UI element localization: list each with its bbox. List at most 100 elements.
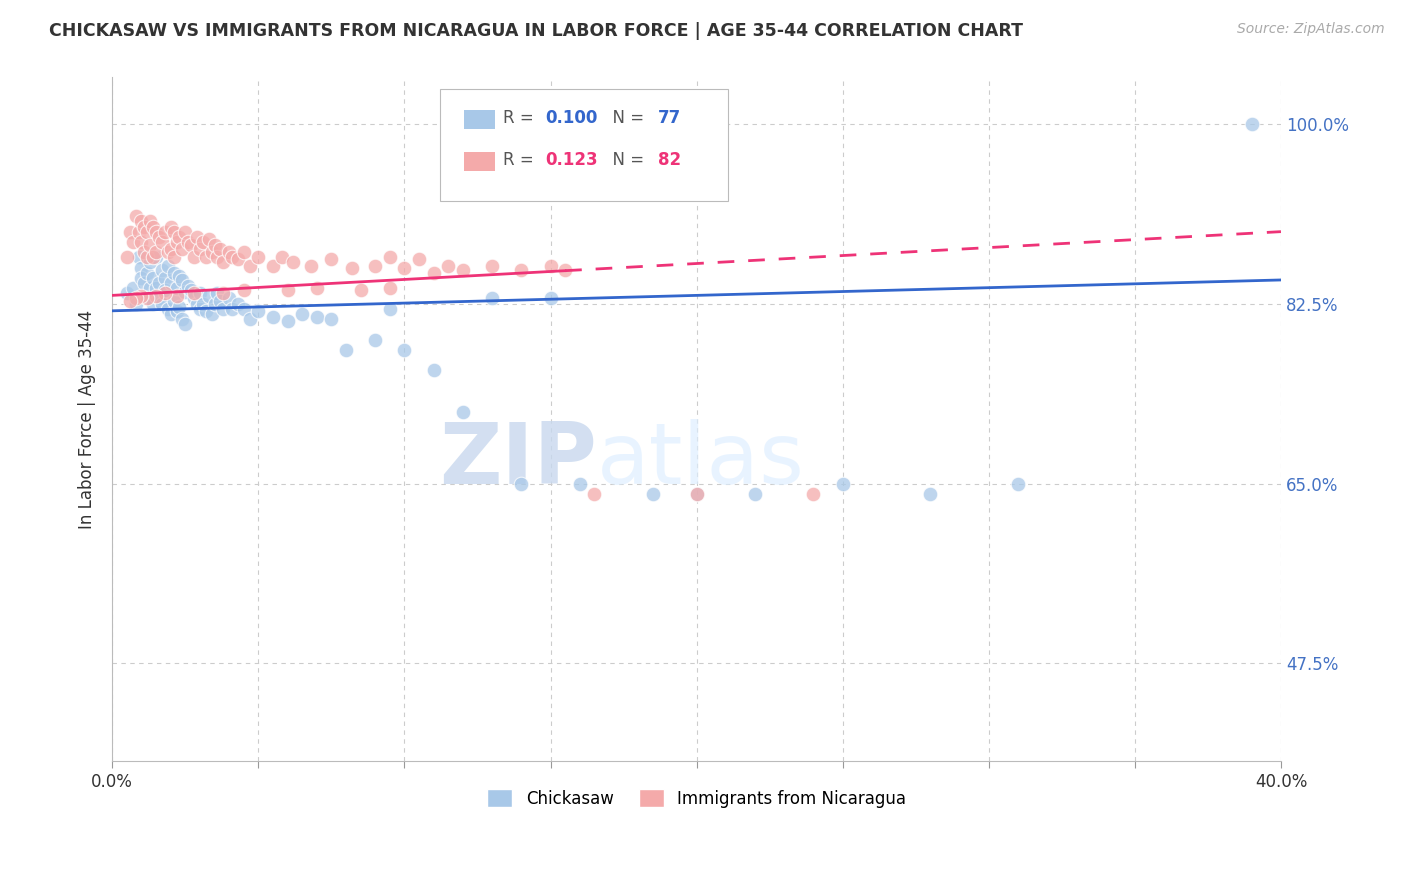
Point: [124, 296, 146, 310]
Point: [124, 292, 146, 306]
Point: [162, 251, 184, 265]
Point: [283, 255, 305, 269]
Point: [150, 296, 173, 310]
Point: [510, 476, 533, 491]
Point: [378, 251, 401, 265]
Point: [172, 312, 194, 326]
Text: R =: R =: [503, 109, 540, 127]
Point: [166, 303, 188, 318]
Point: [408, 252, 430, 267]
Point: [221, 251, 243, 265]
Point: [136, 251, 159, 265]
Point: [115, 286, 138, 301]
Point: [803, 487, 825, 501]
Point: [188, 301, 211, 316]
Point: [169, 229, 191, 244]
Point: [115, 251, 138, 265]
Point: [277, 314, 299, 328]
Point: [685, 487, 707, 501]
Point: [232, 245, 254, 260]
Point: [188, 242, 211, 256]
Point: [200, 307, 222, 321]
Point: [212, 255, 235, 269]
Point: [247, 251, 270, 265]
Point: [118, 293, 141, 308]
Point: [139, 238, 162, 252]
Point: [831, 476, 853, 491]
Point: [194, 303, 217, 318]
Text: 0.100: 0.100: [546, 109, 598, 127]
Point: [162, 225, 184, 239]
Point: [218, 292, 240, 306]
Point: [142, 271, 165, 285]
Point: [183, 251, 205, 265]
Point: [364, 259, 387, 273]
Point: [159, 307, 181, 321]
Point: [166, 289, 188, 303]
Point: [162, 293, 184, 308]
Point: [166, 281, 188, 295]
Text: ZIP: ZIP: [440, 418, 598, 502]
Point: [131, 260, 153, 275]
Point: [305, 281, 328, 295]
Point: [142, 251, 165, 265]
Point: [136, 266, 159, 280]
Point: [451, 262, 474, 277]
Point: [221, 301, 243, 316]
Point: [226, 252, 249, 267]
Point: [321, 252, 343, 267]
Point: [128, 225, 150, 239]
Point: [218, 245, 240, 260]
Point: [305, 310, 328, 324]
Point: [148, 276, 170, 290]
Point: [212, 286, 235, 301]
Point: [153, 286, 176, 301]
Y-axis label: In Labor Force | Age 35-44: In Labor Force | Age 35-44: [79, 310, 96, 529]
Point: [291, 307, 314, 321]
Point: [247, 303, 270, 318]
Point: [145, 289, 167, 303]
Point: [166, 235, 188, 249]
Point: [212, 301, 235, 316]
Point: [920, 487, 942, 501]
Point: [186, 296, 208, 310]
Point: [142, 296, 165, 310]
Point: [180, 283, 202, 297]
Point: [153, 283, 176, 297]
Point: [204, 238, 226, 252]
Point: [159, 219, 181, 234]
Point: [262, 310, 284, 324]
Point: [148, 229, 170, 244]
Point: [394, 260, 416, 275]
Point: [186, 229, 208, 244]
Point: [481, 259, 503, 273]
Point: [150, 262, 173, 277]
Point: [554, 262, 576, 277]
Point: [335, 343, 357, 357]
Point: [139, 281, 162, 295]
Point: [378, 301, 401, 316]
Point: [262, 259, 284, 273]
Point: [277, 283, 299, 297]
Point: [162, 266, 184, 280]
Point: [174, 317, 197, 331]
Text: 77: 77: [658, 109, 682, 127]
Point: [174, 225, 197, 239]
Point: [150, 235, 173, 249]
Point: [131, 289, 153, 303]
Point: [204, 296, 226, 310]
Point: [685, 487, 707, 501]
Point: [183, 292, 205, 306]
Point: [583, 487, 606, 501]
Point: [299, 259, 322, 273]
Point: [209, 242, 232, 256]
Point: [136, 292, 159, 306]
Point: [194, 251, 217, 265]
Point: [422, 363, 444, 377]
Point: [131, 235, 153, 249]
Point: [510, 262, 533, 277]
Point: [124, 209, 146, 223]
Point: [437, 259, 460, 273]
Point: [169, 300, 191, 314]
Point: [145, 251, 167, 265]
